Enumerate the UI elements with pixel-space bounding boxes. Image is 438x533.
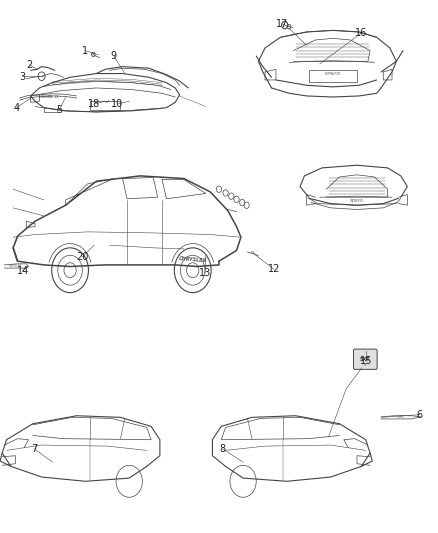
Text: 3: 3 [20,72,26,82]
Text: 13: 13 [199,268,211,278]
Text: 15: 15 [360,357,372,366]
Text: 4: 4 [14,103,20,112]
Text: 12: 12 [268,264,280,274]
Bar [90,101,120,110]
Text: 7: 7 [31,444,37,454]
Text: 16: 16 [355,28,367,38]
Text: SXT: SXT [360,357,371,362]
Text: CONCORDE LX: CONCORDE LX [39,95,59,99]
Text: INTREPID: INTREPID [325,71,341,76]
Text: 5: 5 [56,106,62,115]
Text: 8: 8 [219,444,226,454]
Text: 6: 6 [417,410,423,419]
Text: 17: 17 [276,19,289,29]
Text: Px: Px [364,362,367,367]
Bar [309,70,357,82]
FancyBboxPatch shape [353,349,377,369]
Text: 20: 20 [76,252,88,262]
Text: 1: 1 [82,46,88,55]
Text: 2: 2 [27,60,33,70]
Text: 14: 14 [17,266,29,276]
Text: 18: 18 [88,99,100,109]
Text: LHS: LHS [398,415,404,419]
Text: CHRYSLER: CHRYSLER [178,256,207,264]
Text: INTREPID: INTREPID [350,199,364,204]
Text: 9: 9 [111,51,117,61]
Text: CHRYSLER: CHRYSLER [9,264,22,268]
Text: LX: LX [251,251,255,255]
Text: 10: 10 [111,99,124,109]
